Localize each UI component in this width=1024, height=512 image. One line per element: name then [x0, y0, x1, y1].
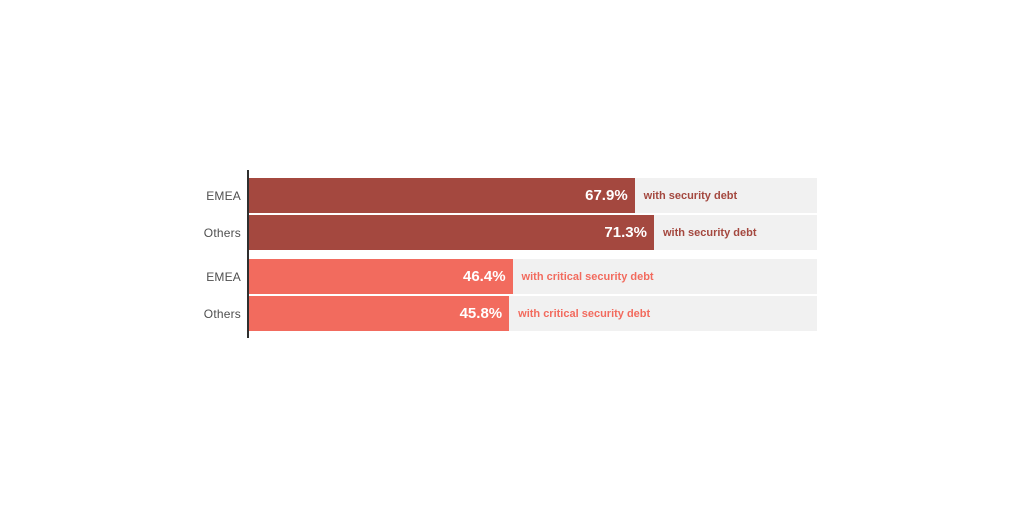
y-axis-line: [247, 170, 249, 338]
bar-annotation: with security debt: [643, 189, 738, 202]
bar-rows: EMEA 67.9% with security debt Others 71.…: [169, 178, 817, 331]
bar-annotation: with critical security debt: [521, 270, 654, 283]
bar-annotation: with security debt: [662, 226, 757, 239]
bar-track: 67.9% with security debt: [249, 178, 817, 213]
bar-critical-security-debt-others: 45.8%: [249, 296, 510, 331]
horizontal-bar-chart: EMEA 67.9% with security debt Others 71.…: [169, 170, 819, 338]
bar-annotation: with critical security debt: [518, 307, 651, 320]
bar-row-emea-critical-security-debt: EMEA 46.4% with critical security debt: [169, 259, 817, 294]
bar-security-debt-others: 71.3%: [249, 215, 654, 250]
category-label: Others: [203, 225, 241, 240]
bar-row-others-critical-security-debt: Others 45.8% with critical security debt: [169, 296, 817, 331]
bar-track: 45.8% with critical security debt: [249, 296, 817, 331]
bar-value-label: 46.4%: [463, 268, 506, 285]
bar-value-label: 45.8%: [459, 305, 503, 322]
bar-row-others-security-debt: Others 71.3% with security debt: [169, 215, 817, 250]
category-label: Others: [203, 306, 241, 321]
bar-value-label: 67.9%: [585, 187, 628, 204]
bar-security-debt-emea: 67.9%: [249, 178, 635, 213]
bar-critical-security-debt-emea: 46.4%: [249, 259, 513, 294]
bar-track: 46.4% with critical security debt: [249, 259, 817, 294]
category-label: EMEA: [206, 269, 241, 284]
bar-track: 71.3% with security debt: [249, 215, 817, 250]
bar-value-label: 71.3%: [604, 224, 647, 241]
bar-row-emea-security-debt: EMEA 67.9% with security debt: [169, 178, 817, 213]
category-label: EMEA: [206, 188, 241, 203]
